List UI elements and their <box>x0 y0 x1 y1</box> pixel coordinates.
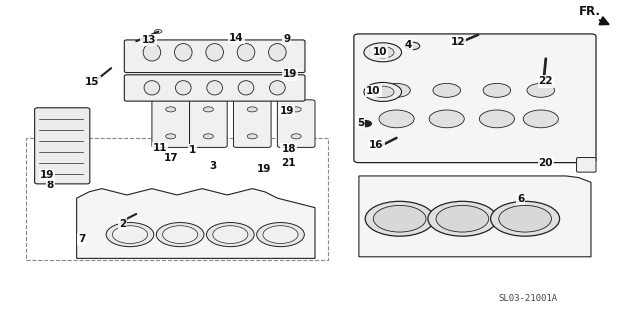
Ellipse shape <box>206 44 224 61</box>
Circle shape <box>106 222 154 247</box>
Circle shape <box>491 201 559 236</box>
Ellipse shape <box>175 44 192 61</box>
Text: 13: 13 <box>142 35 156 44</box>
Circle shape <box>527 84 554 97</box>
FancyBboxPatch shape <box>35 108 90 184</box>
Text: 4: 4 <box>404 40 411 50</box>
Text: 16: 16 <box>369 140 384 150</box>
Circle shape <box>154 29 162 33</box>
Circle shape <box>166 107 176 112</box>
Polygon shape <box>359 176 591 257</box>
Circle shape <box>374 205 426 232</box>
Circle shape <box>120 220 127 222</box>
Text: 19: 19 <box>256 164 271 174</box>
Polygon shape <box>77 188 315 258</box>
FancyBboxPatch shape <box>234 100 271 148</box>
Circle shape <box>247 134 257 139</box>
Text: 8: 8 <box>47 180 54 190</box>
Circle shape <box>163 226 198 244</box>
Ellipse shape <box>143 44 161 61</box>
Circle shape <box>433 84 461 97</box>
Circle shape <box>364 83 401 101</box>
Circle shape <box>364 43 401 62</box>
Text: 20: 20 <box>539 158 553 168</box>
Text: 15: 15 <box>85 77 100 87</box>
FancyBboxPatch shape <box>152 100 190 148</box>
Text: 9: 9 <box>284 34 290 44</box>
Circle shape <box>166 134 176 139</box>
Text: 1: 1 <box>189 145 197 155</box>
Circle shape <box>524 110 558 128</box>
Circle shape <box>365 201 434 236</box>
Circle shape <box>291 134 301 139</box>
FancyBboxPatch shape <box>576 157 596 172</box>
Text: 7: 7 <box>78 234 85 244</box>
Text: 19: 19 <box>280 106 294 116</box>
Text: 18: 18 <box>282 144 296 154</box>
Ellipse shape <box>238 81 254 95</box>
FancyBboxPatch shape <box>354 34 596 163</box>
Circle shape <box>429 110 464 128</box>
Ellipse shape <box>238 44 255 61</box>
Circle shape <box>112 226 147 244</box>
FancyBboxPatch shape <box>124 40 305 73</box>
Text: 17: 17 <box>163 153 178 163</box>
Circle shape <box>256 222 304 247</box>
Text: 11: 11 <box>153 143 168 153</box>
Circle shape <box>499 205 551 232</box>
Text: 19: 19 <box>40 170 54 180</box>
Circle shape <box>455 41 463 45</box>
Circle shape <box>263 226 298 244</box>
Text: 14: 14 <box>229 33 244 43</box>
FancyBboxPatch shape <box>124 75 305 101</box>
Circle shape <box>207 222 254 247</box>
Circle shape <box>428 201 497 236</box>
Text: 12: 12 <box>450 37 466 47</box>
Text: 21: 21 <box>282 158 296 168</box>
FancyBboxPatch shape <box>190 100 227 148</box>
Text: 5: 5 <box>357 118 364 128</box>
Circle shape <box>359 120 372 127</box>
Circle shape <box>379 110 414 128</box>
Text: 2: 2 <box>119 219 126 228</box>
Circle shape <box>247 107 257 112</box>
Text: SL03-21001A: SL03-21001A <box>499 293 558 302</box>
Circle shape <box>372 86 394 98</box>
Circle shape <box>404 42 420 50</box>
Circle shape <box>436 205 489 232</box>
Circle shape <box>479 110 515 128</box>
Circle shape <box>383 84 410 97</box>
Text: 19: 19 <box>283 69 297 79</box>
Text: FR.: FR. <box>579 5 601 18</box>
Ellipse shape <box>175 81 191 95</box>
Circle shape <box>483 84 511 97</box>
FancyBboxPatch shape <box>277 100 315 148</box>
Circle shape <box>156 222 204 247</box>
Ellipse shape <box>270 81 285 95</box>
Text: 3: 3 <box>210 161 217 171</box>
Text: 6: 6 <box>517 194 524 204</box>
Circle shape <box>213 226 248 244</box>
Text: 10: 10 <box>366 86 381 96</box>
Ellipse shape <box>268 44 286 61</box>
Circle shape <box>203 134 214 139</box>
Text: 22: 22 <box>539 76 553 86</box>
Text: 10: 10 <box>372 47 387 57</box>
Ellipse shape <box>207 81 222 95</box>
Circle shape <box>291 107 301 112</box>
Circle shape <box>372 47 394 58</box>
Ellipse shape <box>144 81 160 95</box>
Circle shape <box>203 107 214 112</box>
